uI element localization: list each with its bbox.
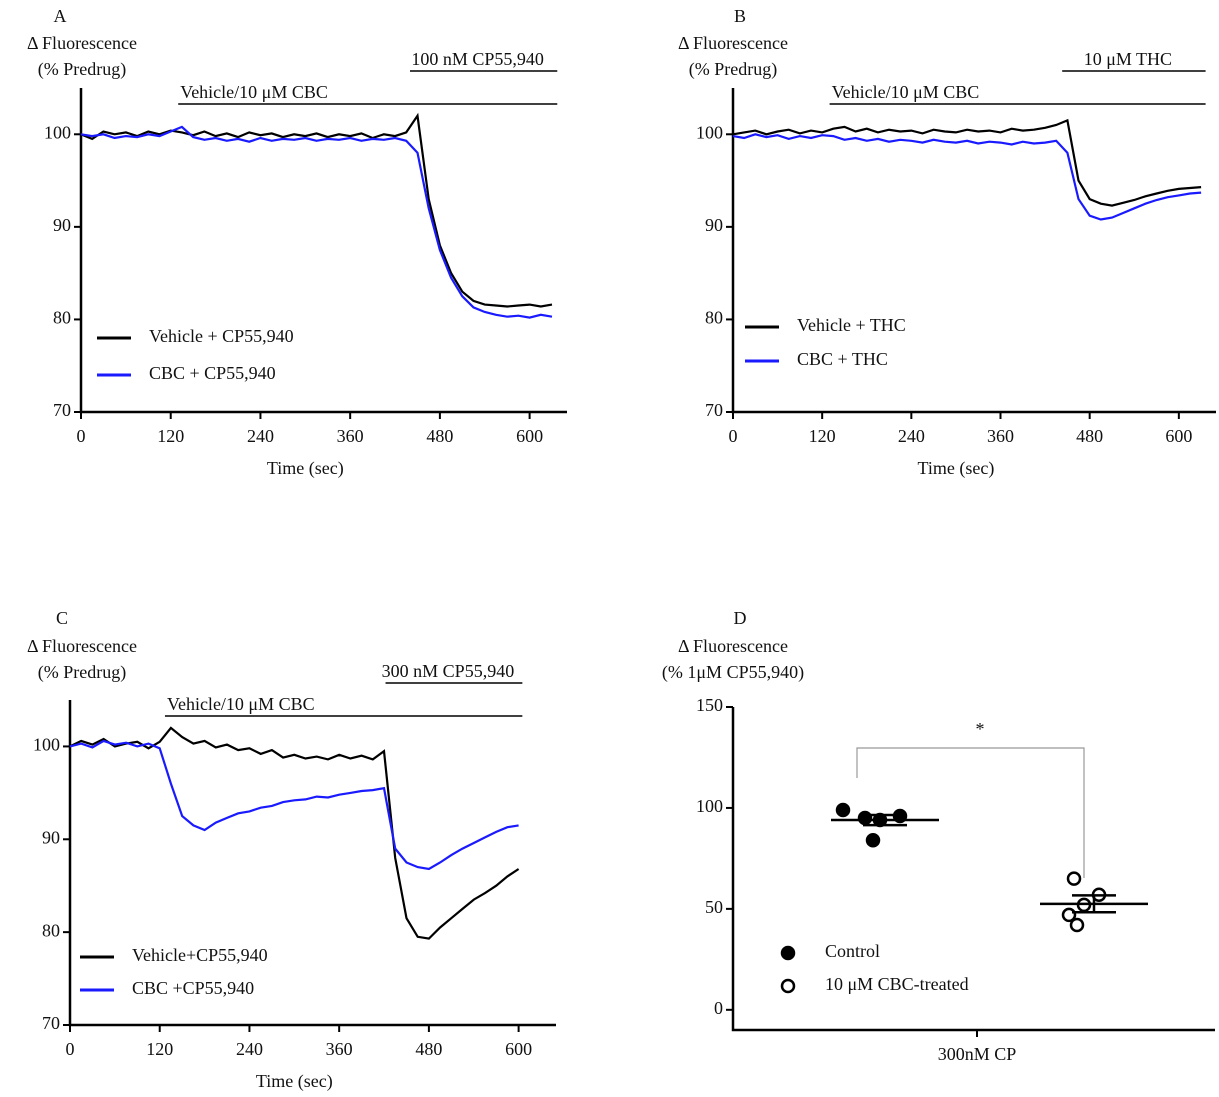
legend-label: CBC + CP55,940	[149, 363, 276, 383]
y-tick-label: 0	[714, 998, 723, 1018]
y-tick-label: 50	[705, 897, 723, 917]
treatment-label: 10 μM THC	[1084, 49, 1172, 69]
y-axis-label: (% Predrug)	[38, 59, 126, 80]
series-line	[80, 125, 553, 319]
y-axis-label: (% Predrug)	[38, 662, 126, 683]
y-axis-label: Δ Fluorescence	[678, 636, 788, 656]
series-line	[69, 726, 520, 940]
y-axis-label: Δ Fluorescence	[27, 33, 137, 53]
significance: *	[976, 719, 985, 739]
treatment-label: 100 nM CP55,940	[411, 49, 544, 69]
y-tick-label: 70	[705, 400, 723, 420]
series-line	[732, 133, 1202, 221]
series-line	[80, 112, 553, 308]
data-point	[1066, 871, 1082, 886]
x-tick-label: 360	[326, 1039, 353, 1059]
y-tick-label: 90	[53, 215, 71, 235]
x-tick-label: 360	[987, 426, 1014, 446]
x-axis-label: Time (sec)	[918, 458, 995, 479]
treatment-label: Vehicle/10 μM CBC	[167, 694, 315, 714]
data-point	[865, 832, 881, 848]
x-tick-label: 0	[77, 426, 86, 446]
y-axis-label: (% 1μM CP55,940)	[662, 662, 804, 683]
x-tick-label: 240	[247, 426, 274, 446]
y-tick-label: 90	[42, 827, 60, 847]
y-tick-label: 80	[42, 920, 60, 940]
x-tick-label: 480	[1076, 426, 1103, 446]
x-axis-label: Time (sec)	[256, 1071, 333, 1092]
x-tick-label: 120	[809, 426, 836, 446]
panel-label: D	[734, 608, 747, 628]
treatment-label: Vehicle/10 μM CBC	[832, 82, 980, 102]
y-axis-label: (% Predrug)	[689, 59, 777, 80]
series-line	[69, 739, 519, 871]
x-tick-label: 240	[898, 426, 925, 446]
significance-bracket	[856, 747, 1085, 878]
y-tick-label: 70	[42, 1013, 60, 1033]
y-axis-label: Δ Fluorescence	[27, 636, 137, 656]
data-point	[835, 802, 851, 818]
x-axis-label: Time (sec)	[267, 458, 344, 479]
y-tick-label: 80	[705, 308, 723, 328]
x-tick-label: 240	[236, 1039, 263, 1059]
y-tick-label: 100	[696, 796, 723, 816]
y-tick-label: 80	[53, 308, 71, 328]
x-tick-label: 0	[729, 426, 738, 446]
x-tick-label: 480	[426, 426, 453, 446]
y-axis-label: Δ Fluorescence	[678, 33, 788, 53]
legend-label: Vehicle + CP55,940	[149, 326, 294, 346]
legend-marker	[780, 978, 796, 994]
sem-bar	[863, 813, 907, 827]
legend-label: Vehicle + THC	[797, 315, 906, 335]
x-tick-label: 0	[66, 1039, 75, 1059]
x-tick-label: 120	[157, 426, 184, 446]
legend-label: 10 μM CBC-treated	[825, 974, 969, 994]
treatment-label: 300 nM CP55,940	[382, 661, 515, 681]
y-tick-label: 100	[44, 122, 71, 142]
x-tick-label: 480	[415, 1039, 442, 1059]
panel-label: A	[54, 6, 67, 26]
y-tick-label: 100	[696, 122, 723, 142]
panel-label: C	[56, 608, 68, 628]
y-tick-label: 100	[33, 735, 60, 755]
data-point	[1069, 917, 1085, 933]
x-tick-label: 600	[516, 426, 543, 446]
legend-label: CBC +CP55,940	[132, 978, 254, 998]
x-tick-label: 600	[505, 1039, 532, 1059]
x-tick-label: 120	[146, 1039, 173, 1059]
sem-bar	[1072, 894, 1116, 914]
axis	[731, 707, 1215, 1032]
series-line	[732, 118, 1202, 207]
y-tick-label: 90	[705, 215, 723, 235]
y-tick-label: 150	[696, 695, 723, 715]
x-tick-label: 600	[1165, 426, 1192, 446]
axis	[68, 700, 556, 1027]
legend-label: CBC + THC	[797, 349, 888, 369]
legend-label: Control	[825, 941, 880, 961]
x-tick-label: 360	[337, 426, 364, 446]
panel-label: B	[734, 6, 746, 26]
x-tick-label: 300nM CP	[938, 1044, 1017, 1064]
legend-label: Vehicle+CP55,940	[132, 945, 268, 965]
y-tick-label: 70	[53, 400, 71, 420]
legend-marker	[780, 945, 796, 961]
treatment-label: Vehicle/10 μM CBC	[180, 82, 328, 102]
